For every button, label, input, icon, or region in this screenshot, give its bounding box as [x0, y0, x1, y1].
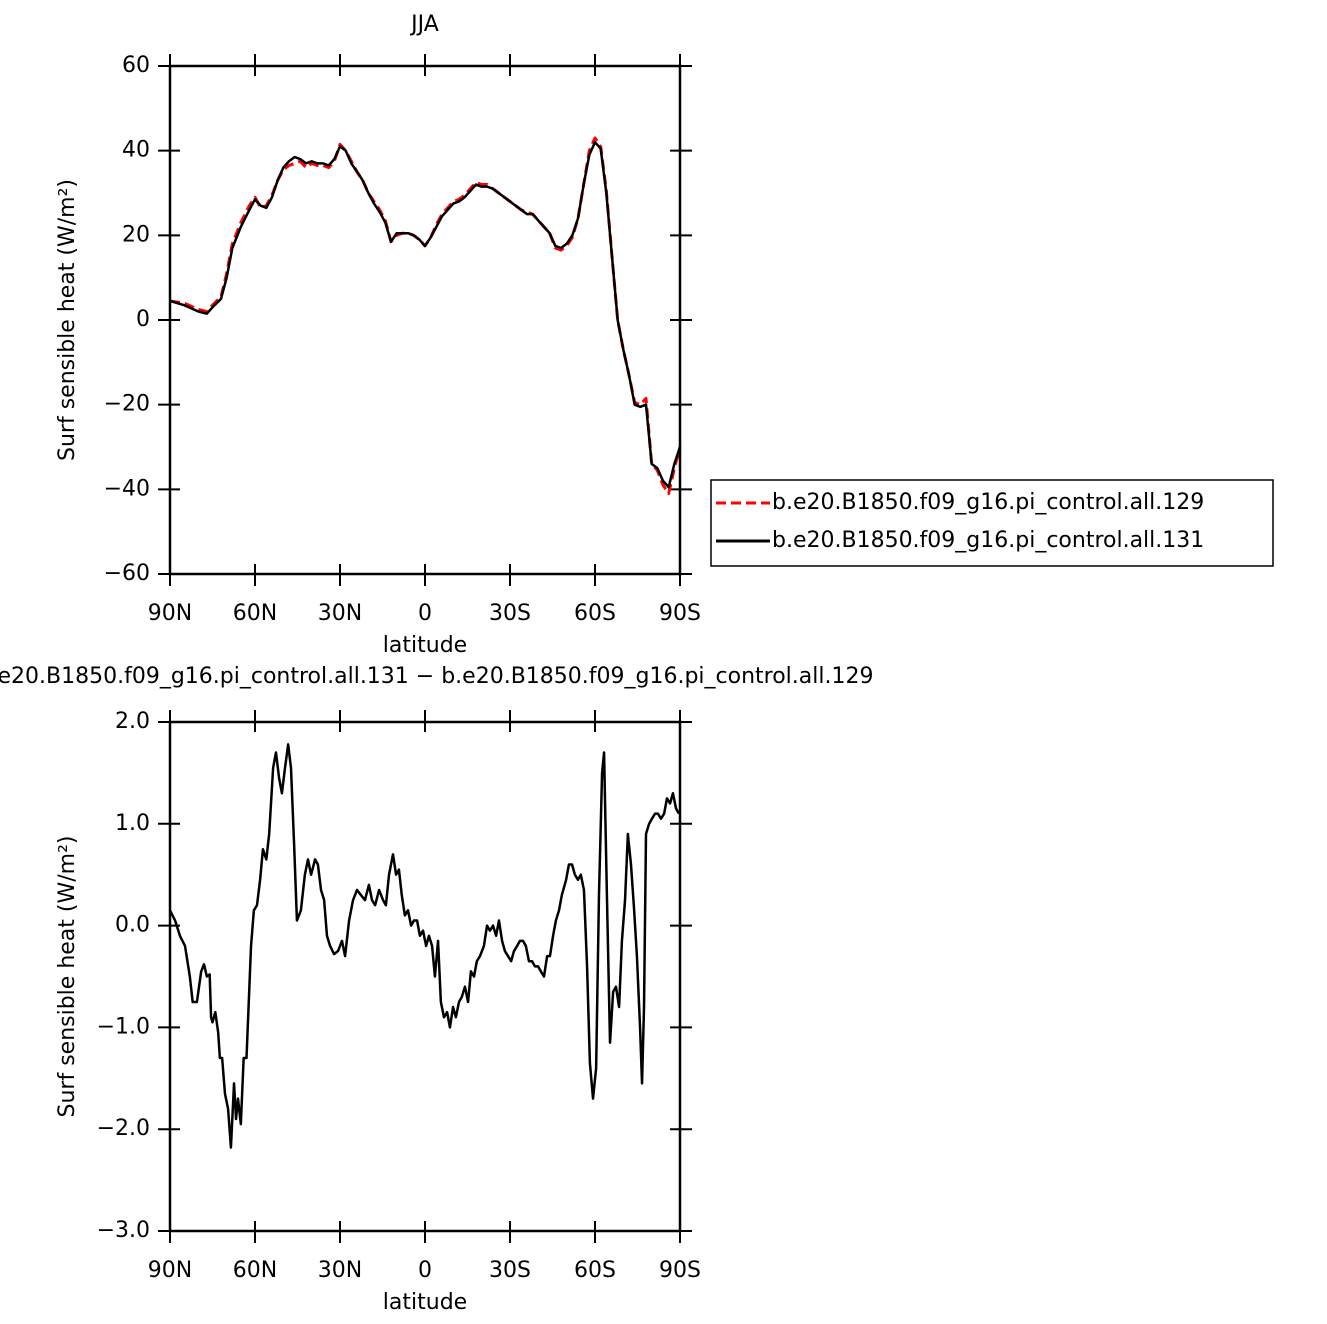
plot-frame: [168, 64, 682, 576]
chart-title: JJA: [409, 12, 439, 37]
line-series: [169, 136, 682, 496]
x-tick-label: 60N: [233, 601, 277, 626]
line-series: [169, 140, 682, 489]
y-axis-label: Surf sensible heat (W/m²): [55, 836, 80, 1118]
y-tick-label: 60: [122, 53, 150, 78]
x-tick-label: 90S: [659, 601, 701, 626]
y-tick-label: −60: [104, 561, 150, 586]
x-tick-label: 30S: [489, 1258, 531, 1283]
y-tick-label: −20: [104, 392, 150, 417]
legend-box: [710, 479, 1274, 567]
x-tick-label: 60N: [233, 1258, 277, 1283]
x-axis-label: latitude: [383, 1290, 467, 1315]
x-tick-label: 60S: [574, 601, 616, 626]
y-tick-label: −2.0: [97, 1116, 150, 1141]
x-tick-label: 30N: [318, 601, 362, 626]
x-axis-label: latitude: [383, 633, 467, 658]
x-tick-label: 0: [418, 601, 432, 626]
y-tick-label: −1.0: [97, 1014, 150, 1039]
y-tick-label: 20: [122, 222, 150, 247]
x-tick-label: 30N: [318, 1258, 362, 1283]
y-tick-label: 0: [136, 307, 150, 332]
x-tick-label: 90N: [148, 1258, 192, 1283]
y-tick-label: 1.0: [115, 811, 150, 836]
y-axis-label: Surf sensible heat (W/m²): [55, 179, 80, 461]
legend-label: b.e20.B1850.f09_g16.pi_control.all.131: [772, 528, 1204, 553]
x-tick-label: 90S: [659, 1258, 701, 1283]
line-series: [168, 743, 680, 1149]
chart-title: b.e20.B1850.f09_g16.pi_control.all.131 −…: [0, 664, 873, 689]
x-tick-label: 0: [418, 1258, 432, 1283]
y-tick-label: 2.0: [115, 709, 150, 734]
x-tick-label: 60S: [574, 1258, 616, 1283]
y-tick-label: −3.0: [97, 1218, 150, 1243]
x-tick-label: 90N: [148, 601, 192, 626]
y-tick-label: 40: [122, 138, 150, 163]
y-tick-label: −40: [104, 476, 150, 501]
x-tick-label: 30S: [489, 601, 531, 626]
plot-frame: [168, 720, 682, 1233]
legend-label: b.e20.B1850.f09_g16.pi_control.all.129: [772, 490, 1204, 515]
y-tick-label: 0.0: [115, 913, 150, 938]
